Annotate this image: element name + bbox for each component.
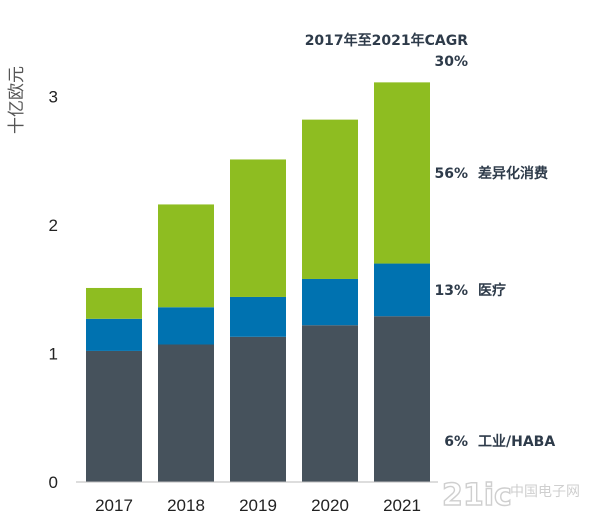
- bar-segment-3: [86, 287, 142, 319]
- bar-segment-1: [230, 336, 286, 482]
- bar-segment-2: [302, 278, 358, 326]
- bar-segment-1: [302, 325, 358, 482]
- bar-segment-1: [374, 316, 430, 482]
- bar-segment-1: [86, 350, 142, 482]
- bar-segment-2: [374, 263, 430, 317]
- x-axis-ticks: 2017 2018 2019 2020 2021: [95, 496, 421, 515]
- bar-segment-3: [302, 119, 358, 279]
- bar-segment-3: [374, 82, 430, 264]
- x-tick-label: 2017: [95, 496, 133, 515]
- series-cagr-label: 56%: [434, 166, 468, 182]
- y-tick-label: 3: [49, 88, 58, 107]
- bar-segment-1: [158, 344, 214, 482]
- series-annotations: 6% 工业/HABA 13% 医疗 56% 差异化消费: [434, 165, 555, 450]
- cagr-header: 2017年至2021年CAGR: [305, 32, 469, 49]
- y-tick-label: 0: [49, 473, 58, 492]
- x-tick-label: 2021: [383, 496, 421, 515]
- x-tick-label: 2019: [239, 496, 277, 515]
- watermark-caption: 中国电子网: [510, 484, 580, 500]
- series-name-label: 差异化消费: [478, 165, 548, 182]
- bar-segment-3: [158, 204, 214, 308]
- y-axis-label: 十亿欧元: [7, 66, 27, 134]
- series-cagr-label: 13%: [434, 283, 468, 299]
- bar-segment-2: [230, 296, 286, 337]
- y-axis-ticks: 0 1 2 3: [49, 88, 58, 493]
- bar-segment-2: [158, 307, 214, 345]
- bars: [86, 82, 430, 482]
- y-tick-label: 2: [49, 216, 58, 235]
- cagr-total: 30%: [434, 54, 468, 70]
- y-tick-label: 1: [49, 345, 58, 364]
- bar-segment-2: [86, 318, 142, 351]
- watermark-logo: 21ic: [442, 478, 512, 513]
- series-cagr-label: 6%: [444, 434, 468, 450]
- bar-segment-3: [230, 159, 286, 297]
- series-name-label: 工业/HABA: [478, 434, 555, 450]
- x-tick-label: 2018: [167, 496, 205, 515]
- watermark: 21ic 中国电子网: [441, 477, 580, 513]
- x-tick-label: 2020: [311, 496, 349, 515]
- series-name-label: 医疗: [478, 282, 506, 299]
